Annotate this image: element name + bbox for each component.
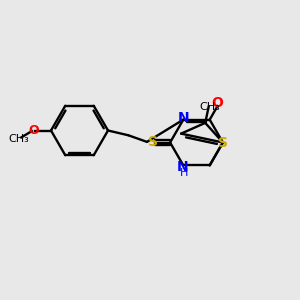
Text: N: N [178, 111, 189, 125]
Text: O: O [28, 124, 39, 137]
Text: CH₃: CH₃ [200, 102, 220, 112]
Text: S: S [218, 136, 228, 150]
Text: H: H [180, 168, 188, 178]
Text: CH₃: CH₃ [9, 134, 30, 144]
Text: O: O [212, 96, 224, 110]
Text: N: N [177, 160, 188, 174]
Text: S: S [148, 136, 158, 149]
